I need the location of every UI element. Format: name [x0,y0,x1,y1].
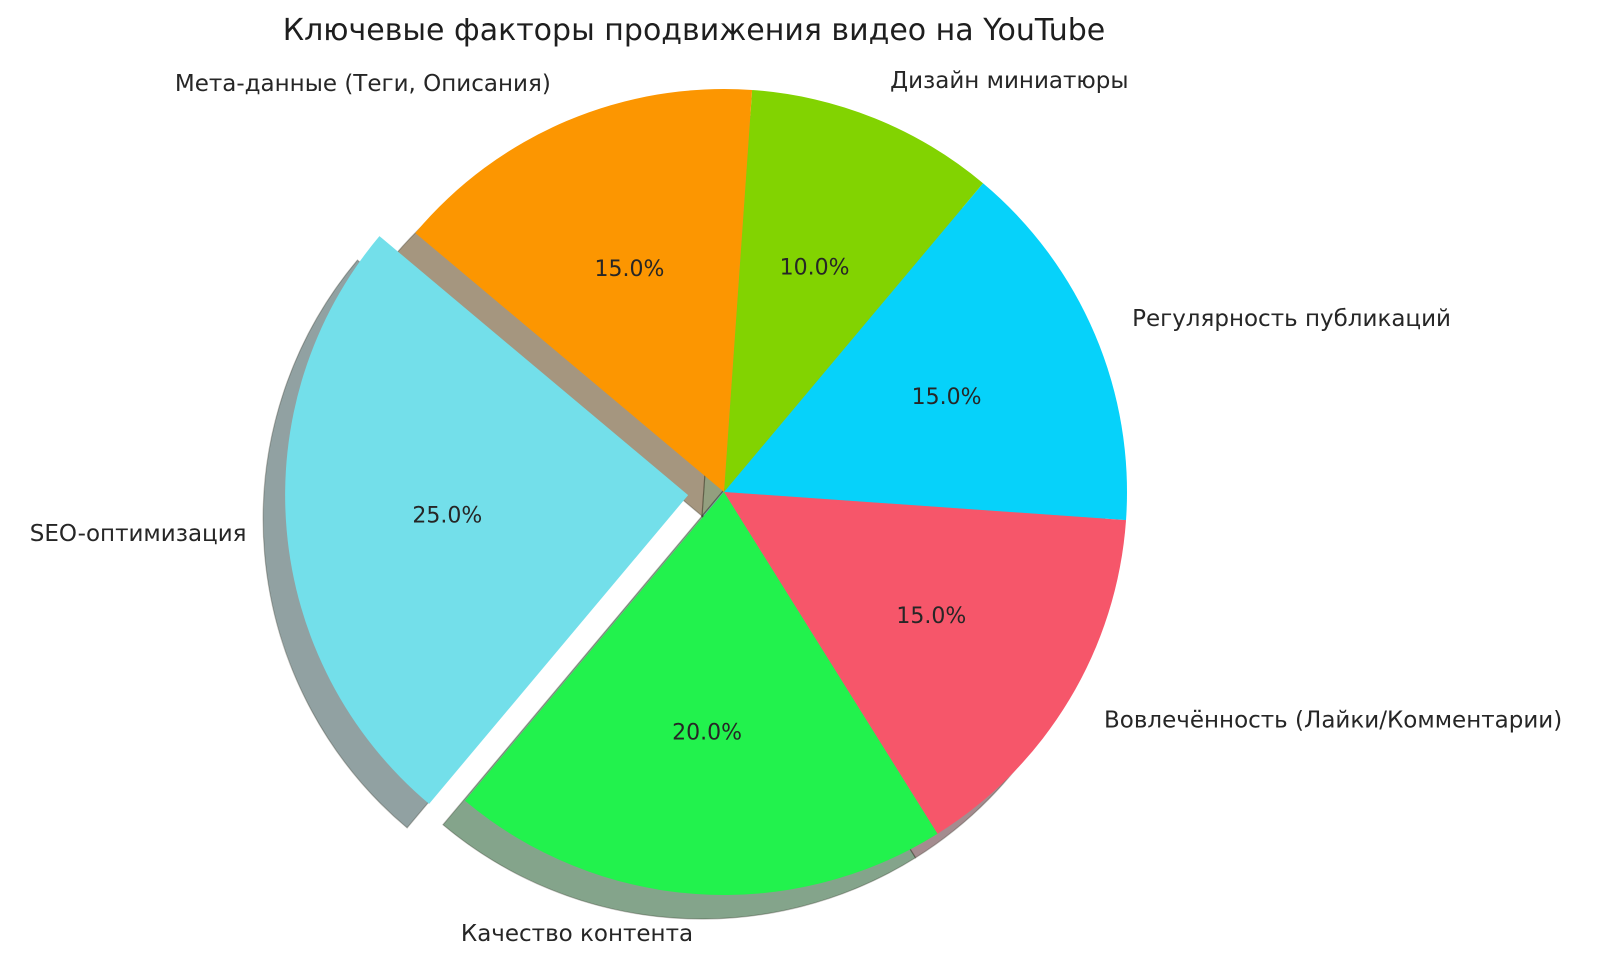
pie-slice-4 [464,492,938,895]
chart-title: Ключевые факторы продвижения видео на Yo… [282,13,1106,48]
slice-percent-label: 20.0% [672,721,742,746]
slice-percent-label: 15.0% [912,385,982,410]
pie-slice-0 [724,183,1128,521]
slice-percent-label: 15.0% [595,257,665,282]
pie-text-layer: 15.0% Регулярность публикаций 10.0% Дизайн … [30,68,1562,947]
pie-slice-1 [724,89,984,492]
pie-slice-2 [415,88,753,493]
pie-slice-3 [285,236,689,804]
slice-label: Мета-данные (Теги, Описания) [175,71,551,97]
slice-label: Дизайн миниатюры [890,68,1128,94]
slice-label: Регулярность публикаций [1132,306,1451,332]
pie-slice-5 [724,492,1127,834]
slice-label: SEO-оптимизация [30,521,247,547]
pie-wedge-layer [285,88,1128,895]
slice-percent-label: 15.0% [896,604,966,629]
slice-label: Вовлечённость (Лайки/Комментарии) [1104,707,1562,733]
slice-percent-label: 10.0% [780,255,850,280]
slice-label: Качество контента [461,921,693,947]
slice-percent-label: 25.0% [412,504,482,529]
